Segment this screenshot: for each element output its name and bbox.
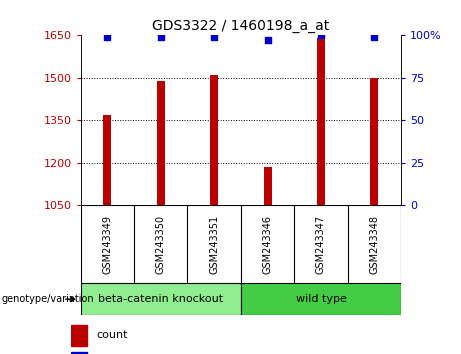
Bar	[157, 81, 165, 205]
Text: genotype/variation: genotype/variation	[1, 294, 94, 304]
Point	[211, 34, 218, 40]
Bar	[210, 75, 218, 205]
Bar	[264, 167, 272, 205]
Bar	[317, 38, 325, 205]
Text: GSM243349: GSM243349	[102, 215, 112, 274]
Bar	[71, 325, 87, 346]
Point	[157, 34, 165, 40]
Text: wild type: wild type	[296, 294, 346, 304]
Point	[264, 38, 271, 43]
Text: count: count	[97, 330, 128, 340]
Text: GSM243351: GSM243351	[209, 215, 219, 274]
Text: GSM243348: GSM243348	[369, 215, 379, 274]
Bar	[241, 283, 401, 315]
Point	[317, 33, 325, 38]
Text: beta-catenin knockout: beta-catenin knockout	[98, 294, 223, 304]
Text: GSM243350: GSM243350	[156, 215, 166, 274]
Bar	[71, 352, 87, 354]
Text: GSM243346: GSM243346	[263, 215, 272, 274]
Bar	[370, 78, 378, 205]
Bar	[103, 115, 112, 205]
Point	[371, 34, 378, 40]
Text: GSM243347: GSM243347	[316, 215, 326, 274]
Bar	[81, 283, 241, 315]
Title: GDS3322 / 1460198_a_at: GDS3322 / 1460198_a_at	[152, 19, 330, 33]
Point	[104, 34, 111, 40]
